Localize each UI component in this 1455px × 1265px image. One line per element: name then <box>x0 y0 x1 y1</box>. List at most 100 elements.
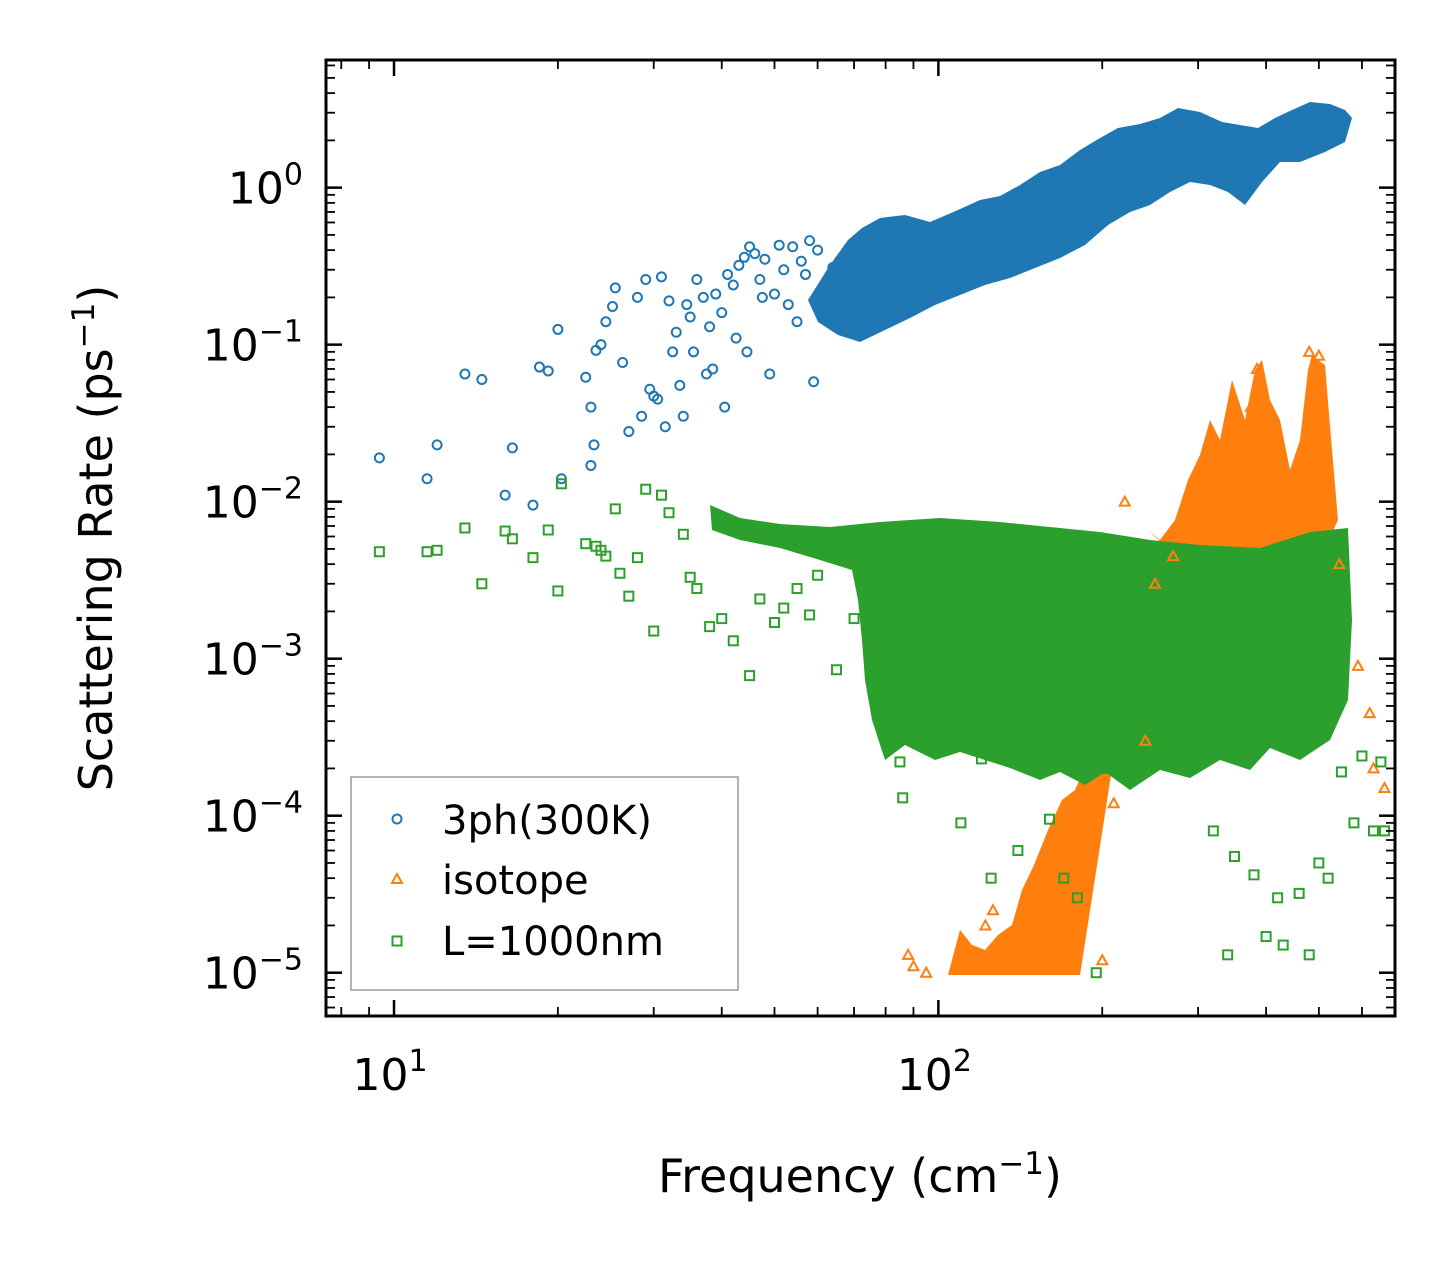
marker-3ph-9 <box>542 365 554 377</box>
marker-3ph-19 <box>607 300 619 312</box>
marker-L1000nm-6 <box>506 533 518 545</box>
isotope-dense-cloud-left <box>948 640 1132 975</box>
y-tick-label: 10−2 <box>203 472 303 529</box>
marker-L1000nm-8 <box>542 524 554 536</box>
marker-L1000nm-57 <box>1129 715 1141 727</box>
marker-3ph-46 <box>719 401 731 413</box>
marker-L1000nm-56 <box>1096 762 1108 774</box>
marker-3ph-55 <box>754 273 766 285</box>
legend-label-L1000nm: L=1000nm <box>442 919 664 965</box>
marker-3ph-30 <box>659 421 671 433</box>
marker-isotope-18 <box>1107 796 1121 809</box>
marker-L1000nm-19 <box>640 483 652 495</box>
y-tick-label: 10−1 <box>203 315 303 372</box>
marker-L1000nm-36 <box>831 664 843 676</box>
axis-ticks: 101 102 10−5 10−4 10−3 10−2 10−1 100 <box>203 60 1395 1101</box>
marker-L1000nm-75 <box>1375 756 1387 768</box>
marker-3ph-23 <box>631 291 643 303</box>
x-axis-title-exponent: −1 <box>998 1146 1044 1182</box>
marker-L1000nm-4 <box>476 578 488 590</box>
marker-3ph-61 <box>778 264 790 276</box>
marker-3ph-65 <box>795 255 807 267</box>
marker-3ph-63 <box>787 241 799 253</box>
marker-L1000nm-37 <box>848 613 860 625</box>
marker-L1000nm-69 <box>1313 857 1325 869</box>
marker-L1000nm-45 <box>932 719 944 731</box>
marker-3ph-25 <box>640 273 652 285</box>
marker-3ph-50 <box>733 259 745 271</box>
marker-L1000nm-48 <box>985 872 997 884</box>
marker-isotope-7 <box>999 947 1013 960</box>
marker-L1000nm-31 <box>768 616 780 628</box>
marker-isotope-2 <box>919 965 933 978</box>
marker-3ph-32 <box>667 346 679 358</box>
marker-3ph-28 <box>652 393 664 405</box>
marker-L1000nm-42 <box>894 756 906 768</box>
marker-3ph-21 <box>617 356 629 368</box>
marker-3ph-18 <box>600 316 612 328</box>
marker-3ph-59 <box>768 288 780 300</box>
marker-isotope-4 <box>970 953 985 966</box>
marker-3ph-1 <box>421 473 433 485</box>
marker-3ph-62 <box>782 299 794 311</box>
marker-L1000nm-46 <box>955 817 967 829</box>
marker-3ph-15 <box>588 439 600 451</box>
marker-3ph-51 <box>738 251 750 263</box>
marker-3ph-36 <box>681 299 693 311</box>
marker-L1000nm-11 <box>580 538 592 550</box>
marker-L1000nm-54 <box>1071 892 1083 904</box>
marker-isotope-35 <box>1377 780 1392 794</box>
x-tick-label: 101 <box>352 1044 427 1101</box>
dense-data-clouds <box>710 102 1352 975</box>
marker-L1000nm-30 <box>754 593 766 605</box>
marker-isotope-14 <box>1070 900 1085 913</box>
marker-L1000nm-2 <box>431 544 443 556</box>
marker-3ph-64 <box>791 316 803 328</box>
marker-isotope-31 <box>1332 557 1346 570</box>
marker-3ph-44 <box>710 288 722 300</box>
marker-L1000nm-29 <box>744 670 756 682</box>
marker-L1000nm-53 <box>1058 872 1070 884</box>
marker-L1000nm-73 <box>1356 750 1368 762</box>
y-axis-title: Scattering Rate (ps−1) <box>66 285 123 792</box>
marker-isotope-6 <box>986 903 1000 916</box>
marker-3ph-16 <box>590 344 602 356</box>
marker-3ph-70 <box>819 285 831 297</box>
x-tick-label: 102 <box>897 1044 972 1101</box>
marker-L1000nm-70 <box>1322 872 1334 884</box>
marker-3ph-33 <box>670 326 682 338</box>
y-tick-label: 10−3 <box>203 629 303 686</box>
marker-L1000nm-23 <box>677 528 689 540</box>
L1000nm-dense-cloud <box>710 505 1352 790</box>
marker-3ph-0 <box>373 452 385 464</box>
marker-L1000nm-71 <box>1335 766 1347 778</box>
marker-3ph-53 <box>744 241 756 253</box>
marker-L1000nm-63 <box>1248 869 1260 881</box>
marker-L1000nm-25 <box>691 582 703 594</box>
marker-isotope-10 <box>1035 942 1049 955</box>
y-axis-title-exponent: −1 <box>66 303 102 349</box>
marker-3ph-10 <box>552 323 564 335</box>
marker-L1000nm-72 <box>1348 817 1360 829</box>
marker-L1000nm-52 <box>1043 813 1055 825</box>
legend-label-3ph: 3ph(300K) <box>442 798 652 844</box>
marker-L1000nm-51 <box>1028 762 1040 774</box>
marker-3ph-5 <box>499 489 511 501</box>
marker-3ph-43 <box>707 363 719 375</box>
isotope-dense-cloud-right <box>1148 355 1338 560</box>
marker-L1000nm-34 <box>804 609 816 621</box>
marker-L1000nm-18 <box>631 552 643 564</box>
marker-isotope-15 <box>1080 863 1095 876</box>
marker-3ph-3 <box>459 368 471 380</box>
marker-L1000nm-55 <box>1090 967 1102 979</box>
marker-3ph-39 <box>691 273 703 285</box>
x-axis-title: Frequency (cm−1) <box>658 1146 1062 1203</box>
marker-L1000nm-32 <box>778 602 790 614</box>
marker-isotope-33 <box>1363 706 1377 719</box>
marker-L1000nm-60 <box>1207 825 1219 837</box>
marker-3ph-22 <box>623 425 635 437</box>
marker-L1000nm-40 <box>885 700 897 712</box>
marker-L1000nm-14 <box>600 550 612 562</box>
legend-marker-L1000nm <box>391 935 403 947</box>
y-tick-label: 100 <box>228 158 303 215</box>
